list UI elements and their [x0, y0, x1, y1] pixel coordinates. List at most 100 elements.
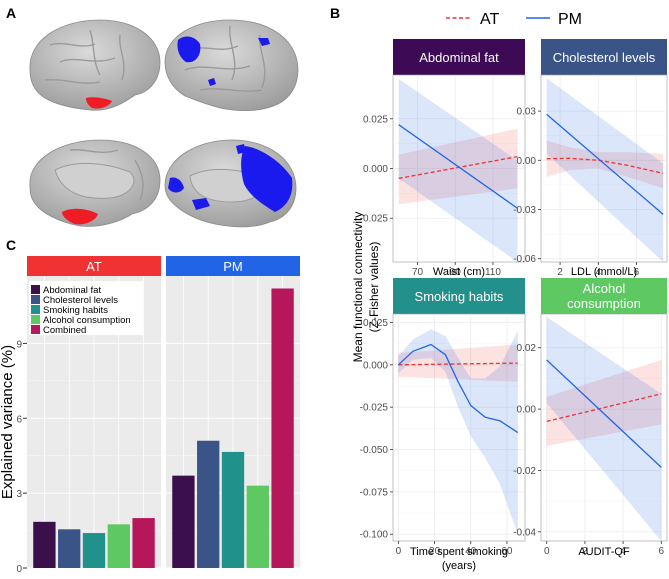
brain-lateral-right — [164, 19, 299, 112]
ytick-label: 9 — [16, 339, 22, 350]
bar-ylabel: Explained variance (%) — [0, 345, 16, 499]
facet-strip-at — [27, 256, 161, 276]
line-chart-1: Abdominal fat -0.025 0.000 0.025 70 90 110Wais… — [360, 39, 526, 278]
ytick-label: 0.000 — [363, 164, 388, 175]
xlabel-line2: (years) — [442, 560, 476, 572]
ci-ribbon-pm — [546, 78, 664, 262]
strip-title-line1: Alcohol — [583, 281, 626, 296]
legend-swatch-3 — [31, 315, 40, 324]
xtick-label: 6 — [658, 546, 664, 557]
legend-at-label: AT — [480, 11, 499, 28]
xlabel: LDL (mmol/L) — [571, 266, 637, 278]
ytick-label: 0.02 — [517, 343, 537, 354]
line-pm — [546, 113, 664, 215]
line-pm — [397, 343, 519, 434]
ytick-label: 0.00 — [517, 405, 537, 416]
ci-ribbon-at — [546, 360, 662, 446]
xlabel: Waist (cm) — [433, 266, 485, 278]
bar-ylabel-group: Explained variance (%) — [0, 345, 16, 499]
ytick-label: 0.025 — [363, 114, 388, 125]
brain-region-pm — [177, 36, 201, 63]
xlabel: AUDIT-QF — [578, 546, 630, 558]
shared-ylabel: Mean functional connectivity (Z-Fisher v… — [351, 212, 381, 363]
xtick-label: 0 — [544, 546, 550, 557]
legend-swatch-4 — [31, 325, 40, 334]
bar-pm-1 — [197, 440, 220, 568]
strip-title: Abdominal fat — [419, 50, 499, 65]
legend-b: AT PM — [440, 4, 616, 30]
legend-label-4: Combined — [43, 325, 86, 336]
strip-title: Cholesterol levels — [553, 50, 656, 65]
ytick-label: 0 — [16, 564, 22, 574]
ytick-label: 6 — [16, 414, 22, 425]
plot-panel — [392, 313, 526, 542]
line-chart-2: Cholesterol levels -0.06 -0.03 0.00 0.03 2 4 6L… — [513, 39, 668, 278]
xtick-label: 110 — [485, 267, 501, 278]
ci-ribbon-pm — [398, 329, 518, 535]
line-at — [398, 362, 518, 366]
ci-ribbon-at — [398, 344, 518, 382]
bar-at-3 — [107, 524, 130, 568]
ytick-label: -0.02 — [513, 466, 536, 477]
plot-panel — [540, 313, 668, 542]
legend-swatch-1 — [31, 295, 40, 304]
panel-letter-c: C — [6, 237, 16, 253]
xtick-label: 60 — [501, 546, 513, 557]
bar-at-4 — [132, 518, 155, 568]
xtick-label: 20 — [429, 546, 441, 557]
legend-label-0: Abdominal fat — [43, 285, 101, 296]
ytick-label: -0.04 — [513, 527, 536, 538]
ytick-label: -0.03 — [513, 205, 536, 216]
xtick-label: 2 — [557, 267, 563, 278]
bar-at-0 — [33, 521, 56, 568]
bar-pm-4 — [271, 288, 294, 568]
ytick-label: 3 — [16, 489, 22, 500]
facet-strip-pm — [166, 256, 300, 276]
facet-strip-3 — [393, 278, 525, 314]
xtick-label: 2 — [582, 546, 588, 557]
brain-region-at — [86, 97, 112, 109]
ytick-label: 0.000 — [363, 360, 388, 371]
xtick-label: 40 — [465, 546, 477, 557]
facet-strip-1 — [393, 39, 525, 75]
shared-ylabel-line1: Mean functional connectivity — [351, 212, 365, 363]
line-pm — [546, 359, 662, 468]
ytick-label: 0.03 — [517, 107, 537, 118]
bar-legend-box — [29, 281, 143, 335]
ci-ribbon-pm — [546, 317, 662, 541]
ytick-label: -0.050 — [360, 445, 389, 456]
xtick-label: 4 — [595, 267, 601, 278]
legend-pm-label: PM — [558, 11, 582, 28]
bar-pm-2 — [221, 451, 245, 568]
line-chart-3: Smoking habits -0.100 -0.075 -0.050 -0.025 0.… — [360, 278, 526, 572]
xtick-label: 4 — [620, 546, 626, 557]
legend-label-3: Alcohol consumption — [43, 315, 131, 326]
bar-pm-0 — [172, 475, 195, 568]
facet-label-at: AT — [86, 259, 102, 274]
ci-ribbon-pm — [398, 79, 518, 262]
legend-swatch-2 — [31, 305, 40, 314]
xtick-label: 70 — [412, 267, 424, 278]
ytick-label: 0.025 — [363, 318, 388, 329]
ytick-label: -0.025 — [360, 403, 389, 414]
line-at — [398, 155, 518, 180]
brain-medial-right — [164, 139, 297, 228]
panel-letter-b: B — [330, 5, 340, 21]
ytick-label: 0.00 — [517, 156, 537, 167]
bar-at-1 — [58, 529, 81, 568]
xtick-label: 0 — [396, 546, 402, 557]
brain-medial-left — [29, 139, 161, 227]
line-at — [546, 157, 664, 175]
line-at — [546, 393, 662, 423]
legend-label-1: Cholesterol levels — [43, 295, 118, 306]
ytick-label: -0.06 — [513, 254, 536, 265]
ytick-label: -0.025 — [360, 214, 389, 225]
facet-strip-4 — [541, 278, 667, 314]
bar-at-2 — [82, 533, 106, 568]
plot-panel — [540, 74, 668, 263]
brain-lateral-left — [29, 19, 161, 111]
